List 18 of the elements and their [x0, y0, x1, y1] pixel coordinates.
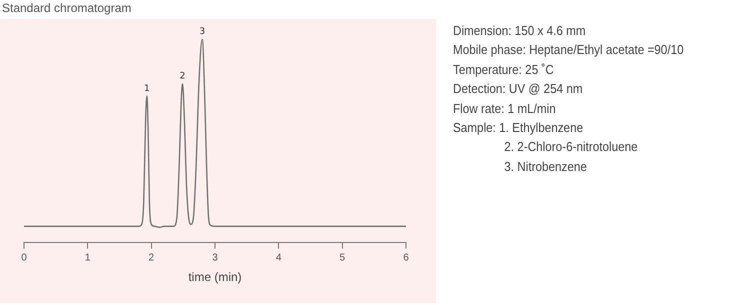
- text: Dimension: 150 x 4.6 mm: [453, 22, 587, 40]
- annotation: 3: [199, 26, 206, 37]
- text: Temperature: 25 ˚C: [453, 60, 555, 79]
- chart-title: Standard chromatogram: [2, 1, 132, 15]
- text: Mobile phase: Heptane/Ethyl acetate =90/10: [453, 41, 684, 60]
- text: Detection: UV @ 254 nm: [453, 80, 584, 98]
- annotation: 1: [144, 84, 150, 94]
- x-tick-label: 6: [403, 252, 410, 264]
- annotation: 2: [180, 72, 186, 82]
- x-tick-label: 1: [84, 252, 91, 264]
- x-tick-label: 2: [148, 252, 155, 264]
- x-tick-label: 3: [212, 252, 218, 264]
- x-tick-label: 5: [340, 252, 346, 264]
- x-axis-title: time (min): [188, 270, 242, 284]
- text: Sample: 1. Ethylbenzene 2. 2-Chloro-6-nitrotoluene 3. Nitrobenzene: [453, 119, 639, 176]
- text: Flow rate: 1 mL/min: [453, 100, 557, 118]
- x-tick-label: 0: [21, 252, 28, 264]
- x-tick-label: 4: [276, 252, 282, 264]
